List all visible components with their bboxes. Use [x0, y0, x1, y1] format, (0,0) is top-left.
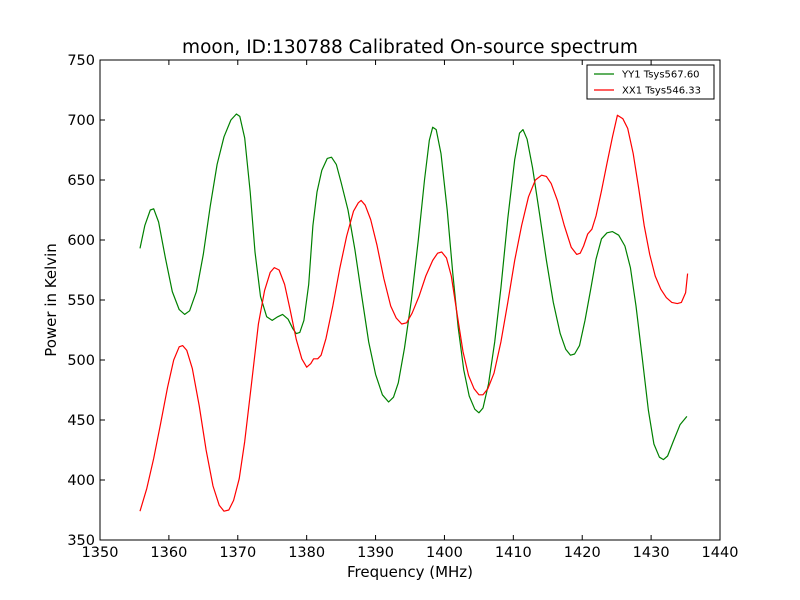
legend-label-xx1: XX1 Tsys546.33: [622, 86, 701, 97]
y-tick-label: 750: [67, 53, 95, 69]
y-axis: 350 400 450 500 550 600 650 700 750: [67, 53, 720, 549]
x-tick-label: 1370: [219, 545, 256, 561]
x-tick-label: 1400: [426, 545, 463, 561]
x-tick-label: 1440: [702, 545, 739, 561]
x-axis-label: Frequency (MHz): [347, 563, 473, 581]
series-line-yy1: [139, 113, 688, 461]
y-tick-label: 600: [67, 233, 95, 249]
y-tick-label: 500: [67, 353, 95, 369]
series-layer: [139, 113, 689, 512]
x-tick-label: 1420: [564, 545, 601, 561]
x-axis: 1350 1360 1370 1380 1390 1400 1410 1420 1430 1440: [82, 60, 739, 561]
chart-title: moon, ID:130788 Calibrated On-source spe…: [182, 37, 638, 58]
x-tick-label: 1350: [82, 545, 119, 561]
x-tick-label: 1390: [357, 545, 394, 561]
x-tick-label: 1360: [150, 545, 187, 561]
y-tick-label: 350: [67, 533, 95, 549]
y-tick-label: 650: [67, 173, 95, 189]
series-line-xx1: [139, 114, 689, 512]
x-tick-label: 1380: [288, 545, 325, 561]
x-tick-label: 1430: [633, 545, 670, 561]
y-tick-label: 400: [67, 473, 95, 489]
y-tick-label: 450: [67, 413, 95, 429]
x-tick-label: 1410: [495, 545, 532, 561]
y-axis-label: Power in Kelvin: [42, 243, 60, 357]
legend-box: [586, 64, 715, 100]
legend: YY1 Tsys567.60 XX1 Tsys546.33: [586, 64, 715, 100]
y-tick-label: 550: [67, 293, 95, 309]
y-tick-label: 700: [67, 113, 95, 129]
legend-label-yy1: YY1 Tsys567.60: [621, 70, 700, 81]
